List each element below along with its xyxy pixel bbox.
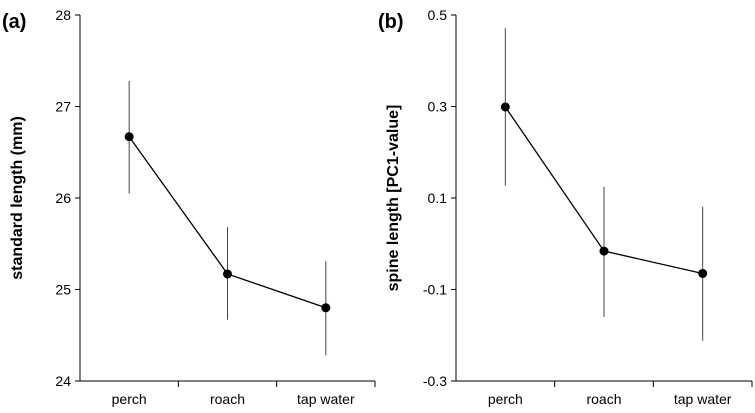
x-tick-label: roach [210, 391, 245, 407]
data-point [321, 303, 331, 313]
y-tick-label: 0.3 [428, 99, 448, 115]
data-point [599, 246, 609, 256]
y-tick-label: 25 [55, 282, 71, 298]
y-axis-label: spine length [PC1-value] [385, 105, 402, 292]
y-tick-label: 26 [55, 190, 71, 206]
x-tick-label: tap water [674, 391, 732, 407]
y-tick-label: -0.3 [423, 373, 447, 389]
y-tick-label: 28 [55, 7, 71, 23]
panel-label: (b) [378, 11, 404, 33]
x-tick-label: tap water [297, 391, 355, 407]
x-tick-label: roach [586, 391, 621, 407]
data-point [500, 102, 510, 112]
data-point [698, 268, 708, 278]
y-tick-label: -0.1 [423, 282, 447, 298]
y-tick-label: 27 [55, 99, 71, 115]
x-tick-label: perch [488, 391, 523, 407]
x-tick-label: perch [112, 391, 147, 407]
y-tick-label: 0.5 [428, 7, 448, 23]
data-point [223, 269, 232, 279]
panel-label: (a) [2, 11, 26, 33]
data-point [124, 132, 134, 142]
y-axis-label: standard length (mm) [9, 116, 26, 280]
y-tick-label: 0.1 [428, 190, 448, 206]
y-tick-label: 24 [55, 373, 71, 389]
